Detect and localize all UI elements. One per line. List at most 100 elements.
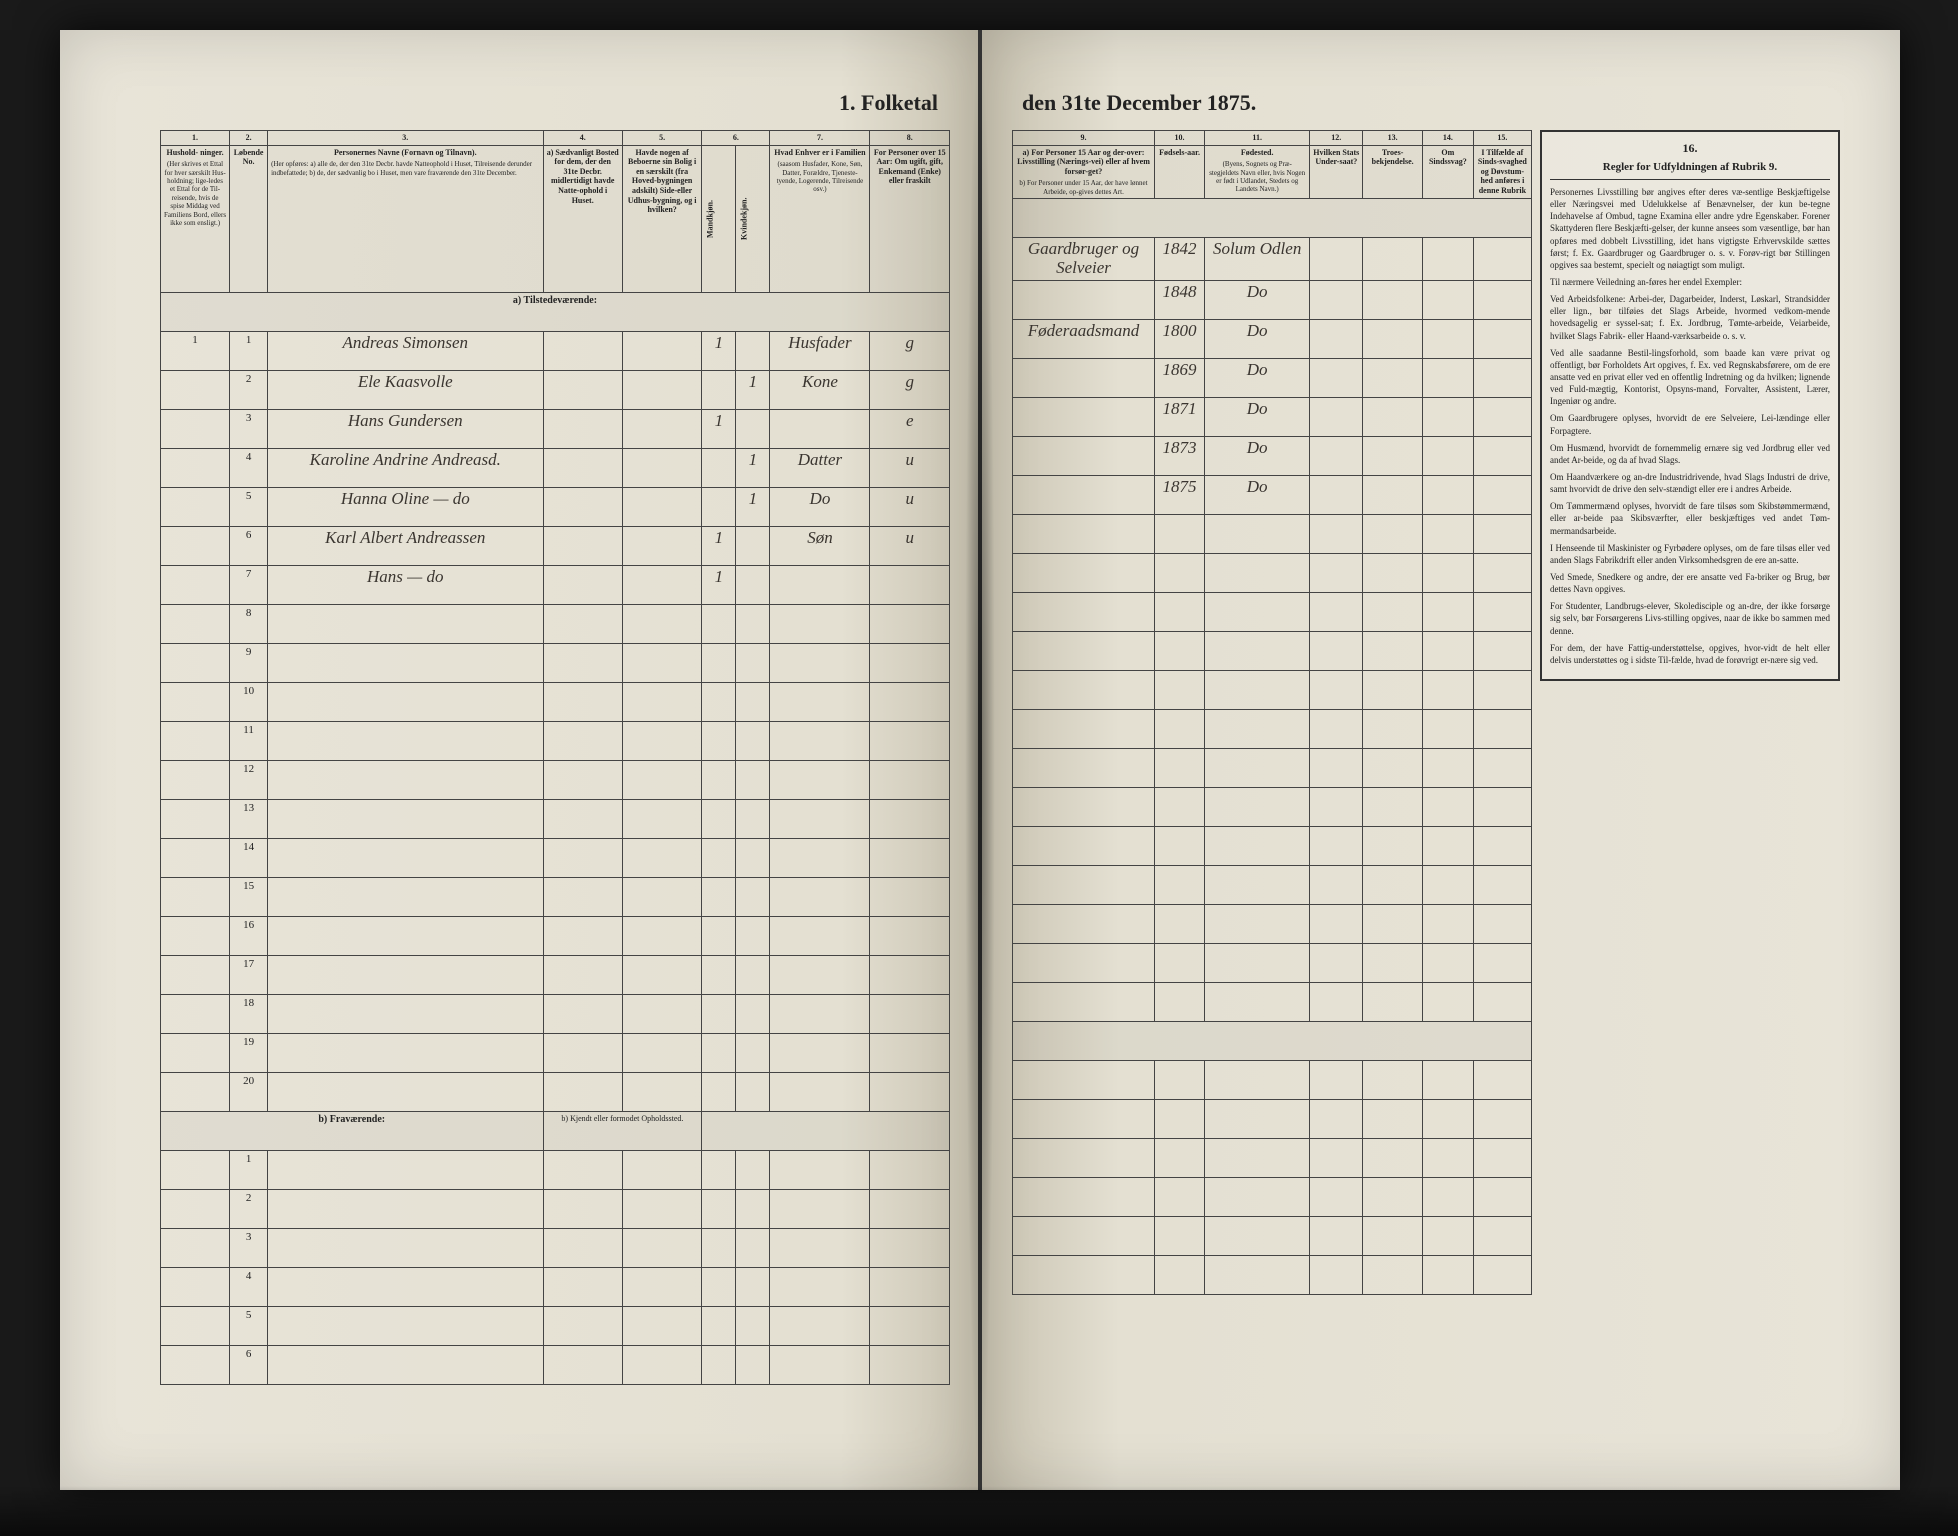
blank-row: 8	[161, 604, 950, 643]
row-no: 2	[230, 370, 268, 409]
sex-m: 1	[702, 331, 736, 370]
sex-k: 1	[736, 487, 770, 526]
birth-year: 1875	[1155, 475, 1205, 514]
header-c5: Havde nogen af Beboerne sin Bolig i en s…	[622, 145, 701, 292]
row-no: 6	[230, 526, 268, 565]
colnum: 11.	[1205, 131, 1310, 146]
colnum: 16.	[1550, 140, 1830, 156]
blank-row	[1013, 592, 1532, 631]
birth-year: 1869	[1155, 358, 1205, 397]
cell	[622, 565, 701, 604]
shadow	[0, 1486, 1958, 1536]
header-c6m: Mandkjøn.	[702, 145, 736, 292]
birthplace: Do	[1205, 436, 1310, 475]
cell	[1363, 397, 1423, 436]
section-b-label: b) Fraværende: b) Kjendt eller formodet …	[161, 1111, 950, 1150]
blank-row	[1013, 748, 1532, 787]
person-name: Karl Albert Andreassen	[268, 526, 543, 565]
header-c3: Personernes Navne (Fornavn og Tilnavn).(…	[268, 145, 543, 292]
blank-row: 20	[161, 1072, 950, 1111]
birthplace: Do	[1205, 358, 1310, 397]
colnum: 14.	[1423, 131, 1474, 146]
rules-column: 16. Regler for Udfyldningen af Rubrik 9.…	[1540, 130, 1840, 681]
occupation	[1013, 280, 1155, 319]
cell	[1310, 280, 1363, 319]
page-title-right: den 31te December 1875.	[1022, 90, 1256, 116]
birth-year: 1800	[1155, 319, 1205, 358]
cell	[1310, 358, 1363, 397]
rules-p: Om Gaardbrugere oplyses, hvorvidt de ere…	[1550, 412, 1830, 436]
cell	[1310, 238, 1363, 280]
row-no: 3	[230, 1228, 268, 1267]
cell	[543, 448, 622, 487]
hh-no	[161, 526, 230, 565]
header-c4: a) Sædvanligt Bosted for dem, der den 31…	[543, 145, 622, 292]
occupation	[1013, 436, 1155, 475]
cell	[1473, 319, 1531, 358]
cell	[622, 370, 701, 409]
cell	[1310, 319, 1363, 358]
cell	[622, 448, 701, 487]
row-no: 10	[230, 682, 268, 721]
header-c14: Om Sindssvag?	[1423, 145, 1474, 199]
section-spacer	[1013, 199, 1532, 238]
cell	[1473, 397, 1531, 436]
blank-row	[1013, 670, 1532, 709]
rules-p: Om Tømmermænd oplyses, hvorvidt de fare …	[1550, 500, 1830, 536]
entry-row: 1871Do	[1013, 397, 1532, 436]
header-c10: Fødsels-aar.	[1155, 145, 1205, 199]
header-c6k: Kvindekjøn.	[736, 145, 770, 292]
hh-no	[161, 448, 230, 487]
cell	[1423, 475, 1474, 514]
sex-k	[736, 565, 770, 604]
row-no: 6	[230, 1345, 268, 1384]
cell	[1473, 238, 1531, 280]
blank-row	[1013, 1216, 1532, 1255]
sex-k	[736, 331, 770, 370]
blank-row	[1013, 514, 1532, 553]
blank-row	[1013, 1138, 1532, 1177]
row-no: 7	[230, 565, 268, 604]
blank-row: 12	[161, 760, 950, 799]
colnum: 8.	[870, 131, 950, 146]
header-c15: I Tilfælde af Sinds-svaghed og Døvstum-h…	[1473, 145, 1531, 199]
cell	[543, 565, 622, 604]
entry-row: 2Ele Kaasvolle1Koneg	[161, 370, 950, 409]
blank-row	[1013, 1099, 1532, 1138]
blank-row	[1013, 787, 1532, 826]
header-c9: a) For Personer 15 Aar og der-over: Livs…	[1013, 145, 1155, 199]
row-no: 13	[230, 799, 268, 838]
viewport: 1. Folketal 1. 2. 3. 4. 5. 6. 7. 8. Hush…	[0, 0, 1958, 1536]
cell	[1423, 436, 1474, 475]
colnum: 1.	[161, 131, 230, 146]
blank-row	[1013, 631, 1532, 670]
row-no: 12	[230, 760, 268, 799]
row-no: 17	[230, 955, 268, 994]
blank-row	[1013, 943, 1532, 982]
sex-m: 1	[702, 565, 736, 604]
book-spine	[965, 30, 995, 1490]
colnum: 7.	[770, 131, 870, 146]
rules-p: For dem, der have Fattig-understøttelse,…	[1550, 642, 1830, 666]
entry-row: 5Hanna Oline — do1Dou	[161, 487, 950, 526]
sex-m	[702, 487, 736, 526]
birth-year: 1848	[1155, 280, 1205, 319]
header-c7: Hvad Enhver er i Familien(saasom Husfade…	[770, 145, 870, 292]
entry-row: 1873Do	[1013, 436, 1532, 475]
blank-row: 5	[161, 1306, 950, 1345]
rules-p: Ved alle saadanne Bestil-lingsforhold, s…	[1550, 347, 1830, 408]
row-no: 20	[230, 1072, 268, 1111]
sex-k	[736, 526, 770, 565]
family-pos: Kone	[770, 370, 870, 409]
person-name: Andreas Simonsen	[268, 331, 543, 370]
colnum: 5.	[622, 131, 701, 146]
rules-p: I Henseende til Maskinister og Fyrbødere…	[1550, 542, 1830, 566]
row-no: 19	[230, 1033, 268, 1072]
blank-row: 19	[161, 1033, 950, 1072]
rules-p: Ved Smede, Snedkere og andre, der ere an…	[1550, 571, 1830, 595]
sex-m: 1	[702, 526, 736, 565]
blank-row: 6	[161, 1345, 950, 1384]
cell	[622, 526, 701, 565]
left-page: 1. Folketal 1. 2. 3. 4. 5. 6. 7. 8. Hush…	[60, 30, 980, 1490]
rules-p: Ved Arbeidsfolkene: Arbei-der, Dagarbeid…	[1550, 293, 1830, 342]
